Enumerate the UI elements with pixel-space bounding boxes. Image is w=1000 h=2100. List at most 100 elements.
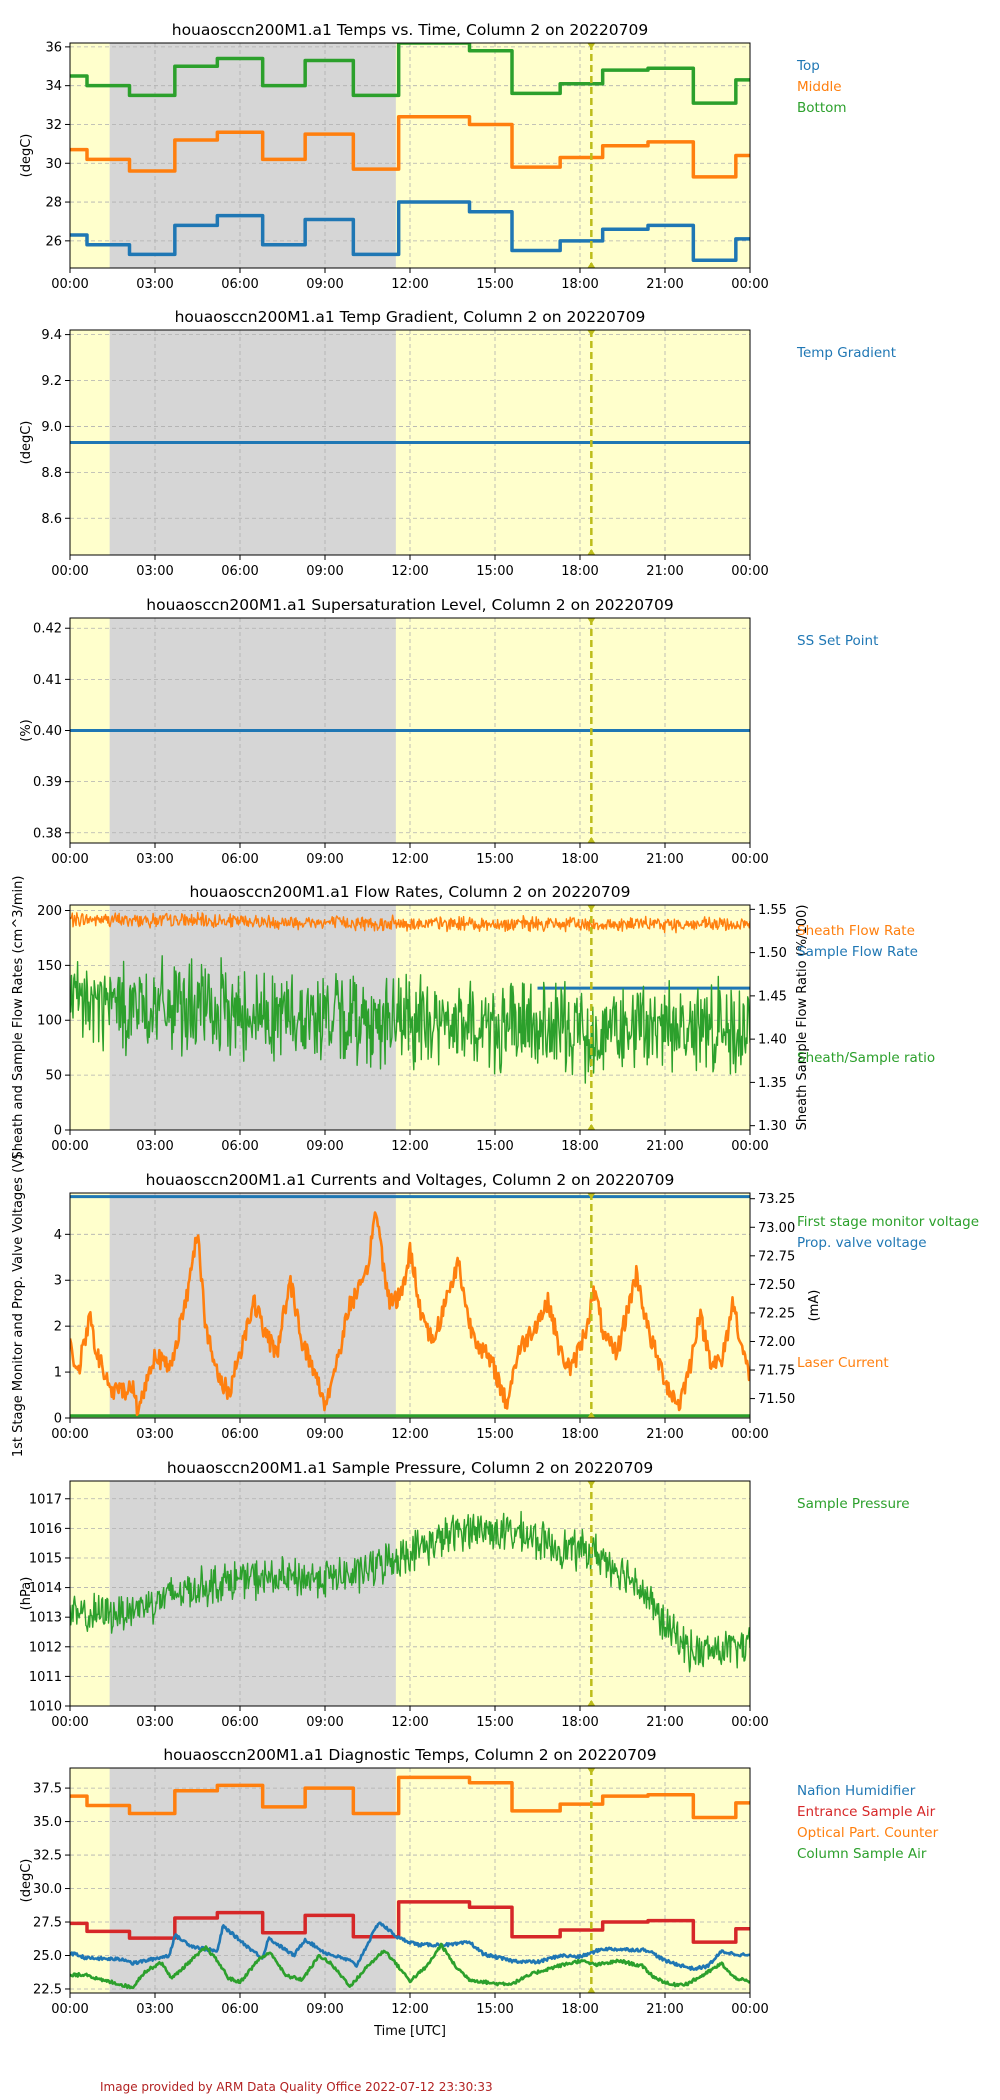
y-axis-label: (degC) <box>19 421 34 465</box>
y-tick-label: 37.5 <box>33 1782 62 1797</box>
legend-entry: Bottom <box>797 100 847 116</box>
y-tick-label: 0 <box>54 1124 62 1139</box>
x-tick-label: 12:00 <box>391 564 428 579</box>
y-axis-label: (degC) <box>19 1859 34 1903</box>
panel-7: 00:00 03:00 06:00 09:00 12:00 15:00 18:00 21:00… <box>19 1746 939 2039</box>
x-tick-label: 09:00 <box>306 1427 343 1442</box>
x-tick-label: 21:00 <box>646 277 683 292</box>
background-gray-band <box>109 1481 396 1706</box>
marker-triangle-bottom <box>587 549 596 555</box>
x-tick-label: 00:00 <box>731 1427 768 1442</box>
y-right-tick-label: 1.50 <box>758 946 787 961</box>
panel-title: houaosccn200M1.a1 Supersaturation Level,… <box>146 596 673 614</box>
x-tick-label: 06:00 <box>221 852 258 867</box>
series-line-column-sample-air <box>70 1942 750 1990</box>
y-tick-label: 8.6 <box>41 512 62 527</box>
y-tick-label: 1 <box>54 1366 62 1381</box>
y-right-tick-label: 72.25 <box>758 1306 795 1321</box>
legend-entry: Prop. valve voltage <box>797 1235 927 1251</box>
y-axis-label: (degC) <box>19 134 34 178</box>
legend-entry: First stage monitor voltage <box>797 1214 979 1230</box>
y-tick-label: 1014 <box>29 1581 62 1596</box>
panel-3: 00:00 03:00 06:00 09:00 12:00 15:00 18:00 21:00… <box>19 596 878 867</box>
y-axis-label: Sheath and Sample Flow Rates (cm^3/min) <box>11 876 26 1160</box>
y-tick-label: 100 <box>37 1014 62 1029</box>
y-tick-label: 1011 <box>29 1670 62 1685</box>
x-tick-label: 06:00 <box>221 277 258 292</box>
y-tick-label: 1015 <box>29 1551 62 1566</box>
x-tick-label: 12:00 <box>391 1139 428 1154</box>
y-tick-label: 50 <box>45 1069 62 1084</box>
x-tick-label: 15:00 <box>476 277 513 292</box>
y-tick-label: 150 <box>37 959 62 974</box>
series-line-nafion-humidifier <box>70 1921 750 1971</box>
x-tick-label: 09:00 <box>306 564 343 579</box>
x-tick-label: 15:00 <box>476 564 513 579</box>
y-tick-label: 26 <box>45 234 62 249</box>
y-tick-label: 2 <box>54 1320 62 1335</box>
y-tick-label: 0.39 <box>33 775 62 790</box>
marker-triangle-bottom <box>587 1700 596 1706</box>
x-tick-label: 09:00 <box>306 852 343 867</box>
marker-triangle-top <box>587 618 596 624</box>
marker-triangle-top <box>587 1481 596 1487</box>
x-tick-label: 18:00 <box>561 277 598 292</box>
marker-triangle-top <box>587 43 596 49</box>
legend-entry: Entrance Sample Air <box>797 1804 936 1820</box>
marker-triangle-top <box>587 905 596 911</box>
x-tick-label: 12:00 <box>391 2002 428 2017</box>
x-tick-label: 21:00 <box>646 1715 683 1730</box>
y-tick-label: 8.8 <box>41 466 62 481</box>
legend-entry: Nafion Humidifier <box>797 1783 916 1799</box>
marker-triangle-bottom <box>587 1124 596 1130</box>
x-tick-label: 00:00 <box>51 277 88 292</box>
series-line-sheath-flow-rate <box>70 911 750 934</box>
x-tick-label: 00:00 <box>731 1715 768 1730</box>
x-tick-label: 09:00 <box>306 1139 343 1154</box>
x-tick-label: 06:00 <box>221 1139 258 1154</box>
x-tick-label: 00:00 <box>731 2002 768 2017</box>
x-tick-label: 06:00 <box>221 1427 258 1442</box>
x-tick-label: 15:00 <box>476 852 513 867</box>
y-axis-label: (hPa) <box>19 1577 34 1611</box>
x-tick-label: 18:00 <box>561 2002 598 2017</box>
series-line-middle <box>70 114 750 179</box>
legend-entry: Top <box>796 58 820 74</box>
legend-entry: Optical Part. Counter <box>797 1825 939 1841</box>
legend-entry: SS Set Point <box>797 633 878 649</box>
y-right-tick-label: 73.00 <box>758 1221 795 1236</box>
x-tick-label: 06:00 <box>221 564 258 579</box>
y-tick-label: 36 <box>45 40 62 55</box>
panel-title: houaosccn200M1.a1 Sample Pressure, Colum… <box>167 1459 653 1477</box>
y-tick-label: 0.40 <box>33 724 62 739</box>
series-group <box>70 1510 750 1673</box>
y-tick-label: 35.0 <box>33 1815 62 1830</box>
legend-entry: Column Sample Air <box>797 1846 927 1862</box>
panel-5: 00:00 03:00 06:00 09:00 12:00 15:00 18:00 21:00… <box>11 1154 979 1457</box>
x-tick-label: 12:00 <box>391 277 428 292</box>
legend-entry: Middle <box>797 79 842 95</box>
x-tick-label: 21:00 <box>646 1139 683 1154</box>
panel-title: houaosccn200M1.a1 Flow Rates, Column 2 o… <box>189 883 630 901</box>
y-axis-label: 1st Stage Monitor and Prop. Valve Voltag… <box>11 1154 26 1457</box>
x-tick-label: 18:00 <box>561 1139 598 1154</box>
x-tick-label: 00:00 <box>731 1139 768 1154</box>
x-tick-label: 03:00 <box>136 2002 173 2017</box>
y-tick-label: 9.2 <box>41 374 62 389</box>
x-tick-label: 18:00 <box>561 852 598 867</box>
x-tick-label: 21:00 <box>646 852 683 867</box>
x-tick-label: 00:00 <box>51 2002 88 2017</box>
x-tick-label: 00:00 <box>51 1715 88 1730</box>
x-tick-label: 00:00 <box>51 852 88 867</box>
x-tick-label: 03:00 <box>136 1715 173 1730</box>
y-tick-label: 25.0 <box>33 1949 62 1964</box>
y-tick-label: 1012 <box>29 1640 62 1655</box>
panel-6: 00:00 03:00 06:00 09:00 12:00 15:00 18:00 21:00… <box>19 1459 910 1730</box>
x-tick-label: 06:00 <box>221 1715 258 1730</box>
y-tick-label: 1016 <box>29 1522 62 1537</box>
x-tick-label: 15:00 <box>476 2002 513 2017</box>
x-tick-label: 18:00 <box>561 1427 598 1442</box>
y-tick-label: 32.5 <box>33 1849 62 1864</box>
x-tick-label: 06:00 <box>221 2002 258 2017</box>
footer-credit: Image provided by ARM Data Quality Offic… <box>100 2080 493 2094</box>
